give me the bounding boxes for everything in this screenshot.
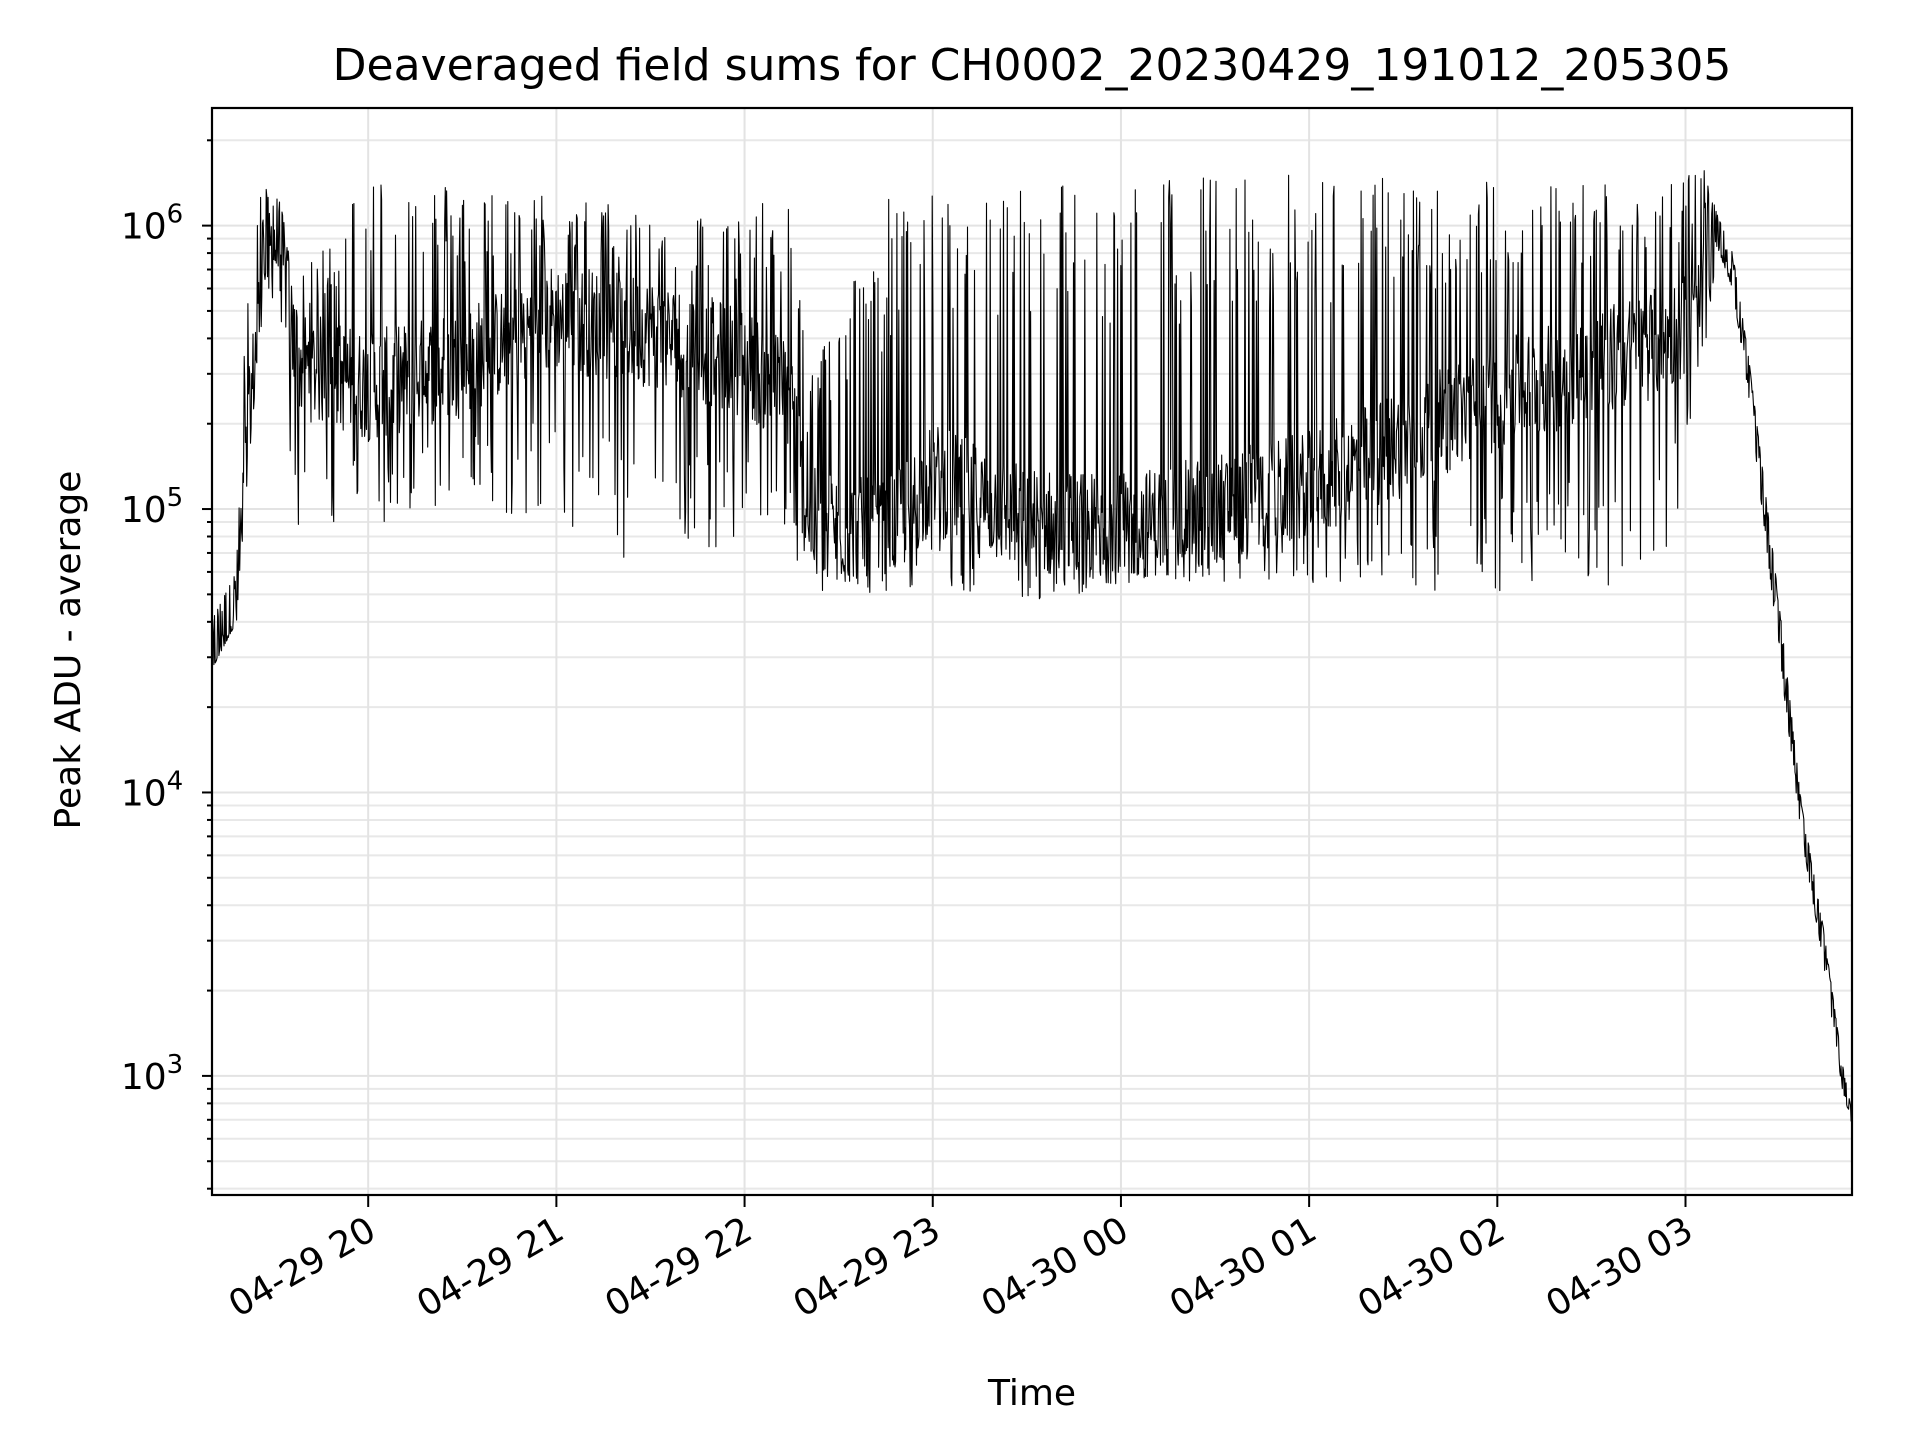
chart-title: Deaveraged field sums for CH0002_2023042…: [333, 40, 1732, 91]
y-tick-label: 103: [121, 1050, 183, 1098]
series-layer: [211, 170, 1853, 1122]
plot-frame: [210, 106, 1854, 1197]
y-tick-label: 104: [121, 766, 183, 814]
y-tick-label: 106: [121, 200, 183, 248]
y-tick-label: 105: [121, 483, 183, 531]
series-line: [211, 170, 1853, 1122]
x-axis-label: Time: [987, 1373, 1076, 1414]
y-axis-label: Peak ADU - average: [48, 471, 89, 830]
